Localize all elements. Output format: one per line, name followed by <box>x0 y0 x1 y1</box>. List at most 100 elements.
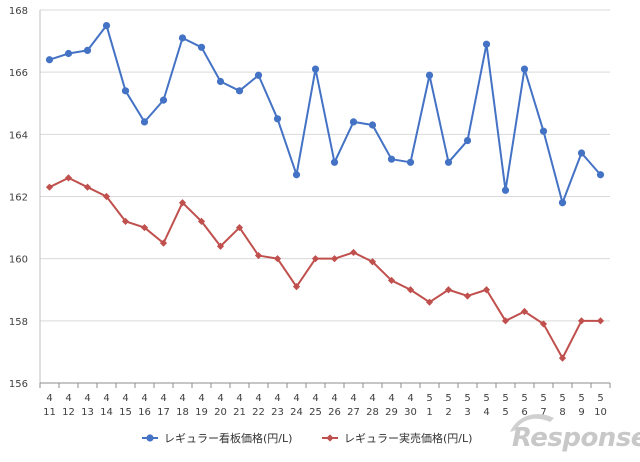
data-point <box>577 317 586 325</box>
x-tick-month: 5 <box>521 393 527 404</box>
x-tick-month: 5 <box>483 393 489 404</box>
series-2 <box>45 174 605 362</box>
series-line <box>49 24 602 204</box>
data-point <box>254 251 263 260</box>
data-point <box>349 248 358 257</box>
data-point <box>577 149 586 157</box>
data-point <box>197 43 206 51</box>
y-tick-label: 160 <box>9 255 28 266</box>
data-point <box>558 354 567 362</box>
data-point <box>501 186 510 194</box>
x-tick-day: 29 <box>385 407 398 418</box>
x-tick-month: 4 <box>350 393 356 404</box>
data-point <box>368 258 377 266</box>
x-tick-month: 5 <box>597 393 603 404</box>
x-tick-day: 9 <box>578 407 584 418</box>
x-tick-day: 24 <box>290 407 303 418</box>
data-point <box>596 317 605 325</box>
x-tick-month: 4 <box>65 393 71 404</box>
x-tick-month: 4 <box>388 393 394 404</box>
x-tick-month: 5 <box>426 393 432 404</box>
x-tick-month: 4 <box>46 393 52 404</box>
x-tick-day: 28 <box>366 407 379 418</box>
x-tick-month: 4 <box>331 393 337 404</box>
x-tick-day: 20 <box>214 407 227 418</box>
data-point <box>520 307 529 316</box>
y-tick-label: 168 <box>9 6 28 17</box>
y-tick-label: 156 <box>9 379 28 390</box>
data-point <box>159 96 168 104</box>
data-point <box>406 286 415 294</box>
data-point <box>121 217 130 225</box>
x-tick-month: 4 <box>312 393 318 404</box>
data-point <box>216 77 225 86</box>
data-point <box>102 192 111 201</box>
data-point <box>463 136 472 145</box>
data-point <box>159 239 168 247</box>
legend: レギュラー看板価格(円/L) レギュラー実売価格(円/L) <box>142 431 472 445</box>
x-tick-month: 4 <box>255 393 261 404</box>
legend-item-1: レギュラー看板価格(円/L) <box>142 431 292 445</box>
x-tick-day: 12 <box>62 407 75 418</box>
data-point <box>102 21 111 30</box>
x-tick-day: 25 <box>309 407 322 418</box>
x-tick-month: 4 <box>407 393 413 404</box>
x-tick-day: 16 <box>138 407 151 418</box>
x-tick-day: 30 <box>404 407 417 418</box>
x-tick-day: 10 <box>594 407 607 418</box>
x-tick-month: 4 <box>293 393 299 404</box>
x-tick-month: 4 <box>236 393 242 404</box>
x-tick-day: 18 <box>176 407 189 418</box>
data-point <box>425 298 434 306</box>
response-logo: Response. <box>510 414 640 453</box>
x-tick-day: 15 <box>119 407 132 418</box>
x-tick-day: 21 <box>233 407 246 418</box>
legend-marker <box>146 434 154 442</box>
data-point <box>596 171 605 179</box>
y-tick-label: 164 <box>9 130 28 141</box>
data-point <box>273 255 282 263</box>
x-tick-month: 5 <box>464 393 470 404</box>
data-point <box>482 40 491 48</box>
series-layer <box>45 21 605 362</box>
data-point <box>387 276 396 285</box>
x-tick-day: 23 <box>271 407 284 418</box>
data-point <box>482 286 491 294</box>
x-tick-day: 17 <box>157 407 170 418</box>
data-point <box>140 118 149 126</box>
data-point <box>330 158 339 166</box>
data-point <box>254 71 263 79</box>
x-tick-month: 4 <box>141 393 147 404</box>
data-point <box>197 217 206 225</box>
x-tick-day: 26 <box>328 407 341 418</box>
x-tick-month: 4 <box>198 393 204 404</box>
x-tick-month: 4 <box>122 393 128 404</box>
data-point <box>83 46 92 55</box>
data-point <box>349 118 358 126</box>
x-axis: 4114124134144154164174184194204214224234… <box>39 382 611 418</box>
series-1 <box>45 21 605 207</box>
legend-label: レギュラー看板価格(円/L) <box>164 431 292 445</box>
x-tick-month: 4 <box>160 393 166 404</box>
x-tick-day: 1 <box>426 407 432 418</box>
data-point <box>311 255 320 263</box>
data-point <box>292 171 301 179</box>
data-point <box>64 174 73 182</box>
x-tick-month: 4 <box>217 393 223 404</box>
data-point <box>235 87 244 95</box>
x-tick-day: 27 <box>347 407 360 418</box>
series-line <box>49 176 601 360</box>
data-point <box>216 242 225 250</box>
x-tick-day: 14 <box>100 407 113 418</box>
data-point <box>406 158 415 166</box>
data-point <box>539 320 548 328</box>
data-point <box>45 183 54 191</box>
y-tick-label: 166 <box>9 68 28 79</box>
logo-swoosh-icon <box>510 414 554 432</box>
data-point <box>444 286 453 294</box>
data-point <box>292 283 301 291</box>
x-tick-day: 2 <box>445 407 451 418</box>
data-point <box>558 199 567 207</box>
